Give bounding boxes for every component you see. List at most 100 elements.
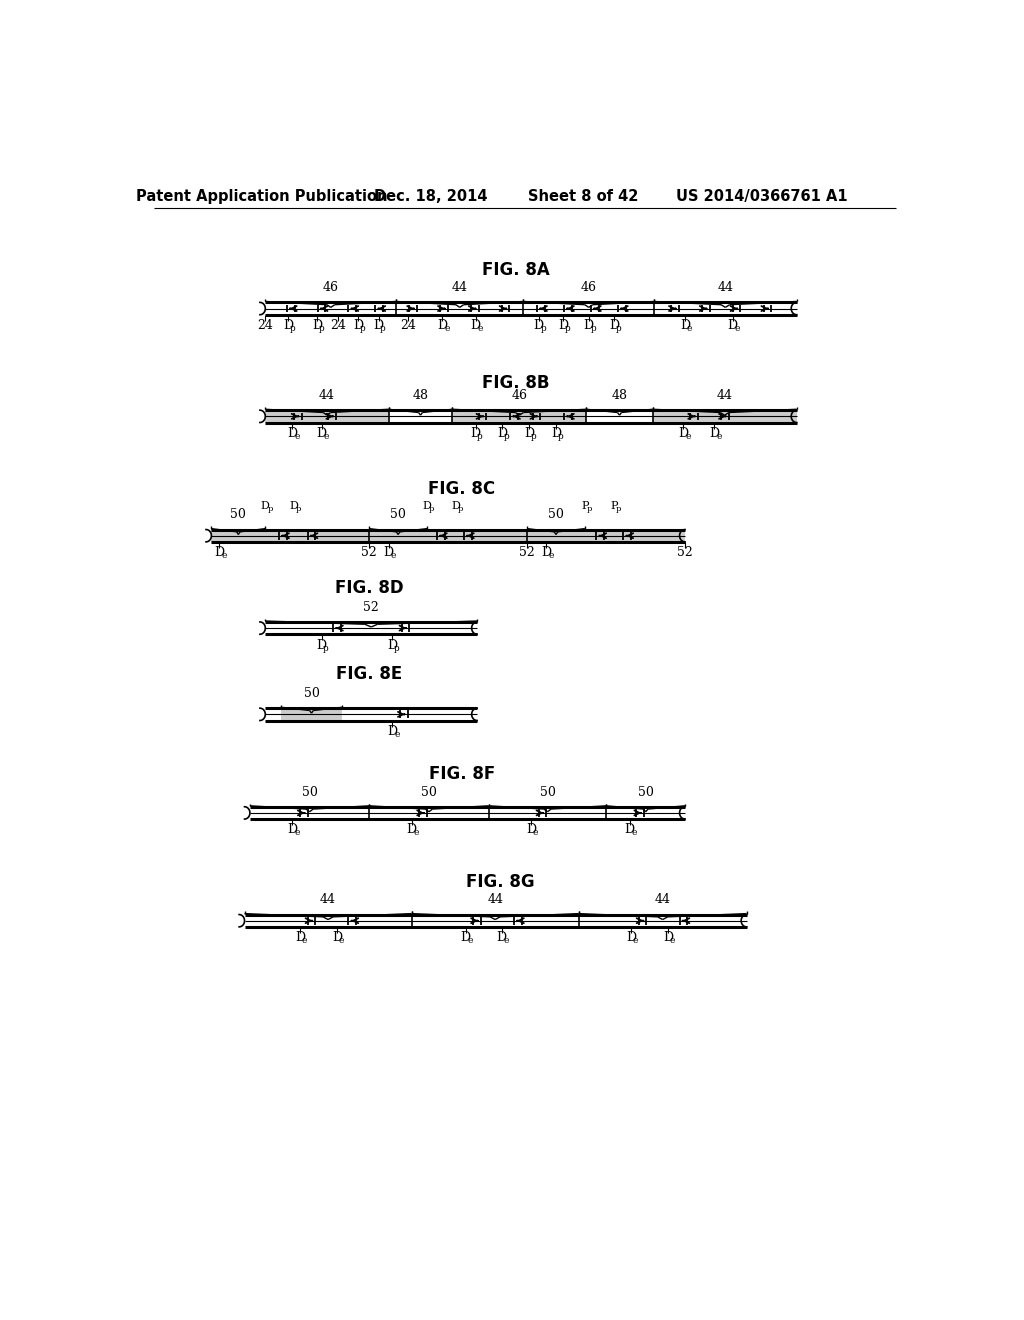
Text: e: e (548, 552, 554, 560)
Text: D: D (470, 426, 480, 440)
Text: e: e (444, 325, 450, 333)
Text: FIG. 8E: FIG. 8E (336, 665, 402, 684)
Bar (453, 411, 587, 422)
Text: p: p (429, 504, 434, 512)
Text: 44: 44 (321, 894, 336, 907)
Text: 50: 50 (548, 508, 564, 521)
Bar (281, 708, 342, 721)
Text: FIG. 8F: FIG. 8F (428, 766, 495, 783)
Text: D: D (353, 319, 364, 333)
Text: 50: 50 (540, 785, 555, 799)
Text: D: D (451, 500, 460, 511)
Text: D: D (387, 725, 397, 738)
Text: 50: 50 (638, 785, 653, 799)
Text: 50: 50 (302, 785, 317, 799)
Text: p: p (616, 504, 622, 512)
Text: 44: 44 (717, 389, 732, 403)
Text: p: p (531, 432, 537, 441)
Text: D: D (316, 426, 327, 440)
Text: p: p (587, 504, 592, 512)
Bar (652, 411, 797, 422)
Text: FIG. 8B: FIG. 8B (482, 375, 549, 392)
Text: 52: 52 (519, 546, 535, 560)
Text: e: e (221, 552, 226, 560)
Text: D: D (214, 546, 224, 560)
Text: 46: 46 (581, 281, 597, 294)
Text: e: e (687, 325, 692, 333)
Text: FIG. 8D: FIG. 8D (335, 579, 403, 597)
Text: e: e (632, 829, 637, 837)
Text: e: e (633, 936, 638, 945)
Text: D: D (287, 824, 297, 837)
Text: D: D (710, 426, 719, 440)
Text: Sheet 8 of 42: Sheet 8 of 42 (528, 189, 639, 205)
Text: D: D (542, 546, 551, 560)
Text: D: D (383, 546, 393, 560)
Text: e: e (294, 829, 300, 837)
Text: p: p (324, 644, 329, 652)
Text: e: e (532, 829, 539, 837)
Text: e: e (685, 432, 691, 441)
Text: p: p (565, 325, 570, 333)
Text: 44: 44 (718, 281, 733, 294)
Text: D: D (423, 500, 431, 511)
Text: e: e (414, 829, 419, 837)
Text: D: D (387, 639, 397, 652)
Bar (370, 529, 527, 541)
Text: D: D (524, 426, 535, 440)
Text: p: p (458, 504, 463, 512)
Text: P: P (610, 500, 617, 511)
Text: 50: 50 (230, 508, 247, 521)
Text: 48: 48 (413, 389, 428, 403)
Bar (527, 529, 685, 541)
Text: D: D (626, 931, 636, 944)
Text: D: D (287, 426, 297, 440)
Text: D: D (498, 426, 508, 440)
Text: e: e (477, 325, 483, 333)
Text: p: p (296, 504, 301, 512)
Text: e: e (670, 936, 675, 945)
Text: D: D (558, 319, 568, 333)
Text: P: P (581, 500, 589, 511)
Text: e: e (324, 432, 329, 441)
Text: p: p (615, 325, 622, 333)
Text: 50: 50 (303, 686, 319, 700)
Text: FIG. 8G: FIG. 8G (466, 874, 535, 891)
Text: 24: 24 (331, 319, 346, 333)
Bar (265, 411, 388, 422)
Text: p: p (267, 504, 272, 512)
Text: p: p (558, 432, 564, 441)
Text: D: D (284, 319, 294, 333)
Text: D: D (728, 319, 737, 333)
Text: 50: 50 (421, 785, 437, 799)
Text: US 2014/0366761 A1: US 2014/0366761 A1 (676, 189, 848, 205)
Text: e: e (716, 432, 722, 441)
Text: p: p (541, 325, 546, 333)
Text: 44: 44 (318, 389, 335, 403)
Text: D: D (437, 319, 447, 333)
Text: D: D (374, 319, 384, 333)
Text: D: D (295, 931, 305, 944)
Text: D: D (609, 319, 620, 333)
Text: 46: 46 (323, 281, 339, 294)
Text: 46: 46 (511, 389, 527, 403)
Text: D: D (680, 319, 690, 333)
Text: e: e (504, 936, 509, 945)
Bar (211, 529, 370, 541)
Text: e: e (390, 552, 396, 560)
Text: 48: 48 (611, 389, 628, 403)
Text: p: p (380, 325, 386, 333)
Text: p: p (394, 644, 399, 652)
Text: D: D (625, 824, 635, 837)
Text: D: D (526, 824, 536, 837)
Text: D: D (663, 931, 673, 944)
Text: D: D (461, 931, 471, 944)
Text: D: D (497, 931, 507, 944)
Text: p: p (290, 325, 296, 333)
Text: D: D (584, 319, 594, 333)
Text: p: p (504, 432, 510, 441)
Text: 44: 44 (654, 894, 671, 907)
Text: D: D (316, 639, 327, 652)
Text: e: e (294, 432, 300, 441)
Text: FIG. 8A: FIG. 8A (481, 261, 550, 279)
